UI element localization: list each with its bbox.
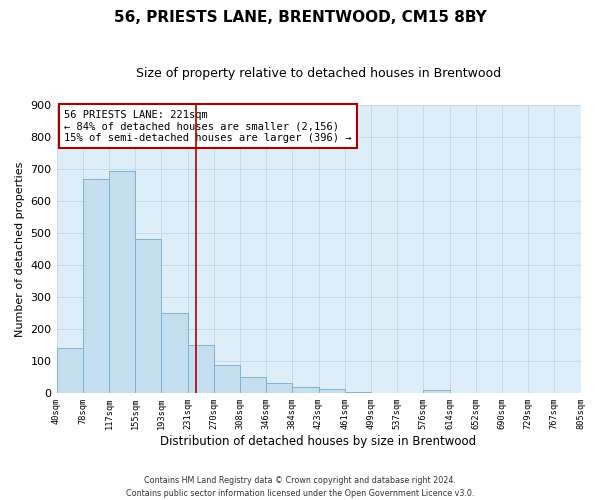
Y-axis label: Number of detached properties: Number of detached properties <box>15 161 25 336</box>
Bar <box>188 346 214 393</box>
Text: 56 PRIESTS LANE: 221sqm
← 84% of detached houses are smaller (2,156)
15% of semi: 56 PRIESTS LANE: 221sqm ← 84% of detache… <box>64 110 352 143</box>
Text: Contains HM Land Registry data © Crown copyright and database right 2024.
Contai: Contains HM Land Registry data © Crown c… <box>126 476 474 498</box>
Bar <box>292 387 319 392</box>
Bar <box>135 240 161 392</box>
Bar <box>266 383 292 392</box>
Bar <box>109 172 135 392</box>
Bar <box>214 366 240 392</box>
Bar <box>56 348 83 393</box>
X-axis label: Distribution of detached houses by size in Brentwood: Distribution of detached houses by size … <box>160 434 476 448</box>
Bar <box>161 313 188 392</box>
Text: 56, PRIESTS LANE, BRENTWOOD, CM15 8BY: 56, PRIESTS LANE, BRENTWOOD, CM15 8BY <box>113 10 487 25</box>
Bar <box>83 178 109 392</box>
Bar <box>319 390 345 392</box>
Title: Size of property relative to detached houses in Brentwood: Size of property relative to detached ho… <box>136 68 501 80</box>
Bar <box>424 390 449 392</box>
Bar <box>240 376 266 392</box>
